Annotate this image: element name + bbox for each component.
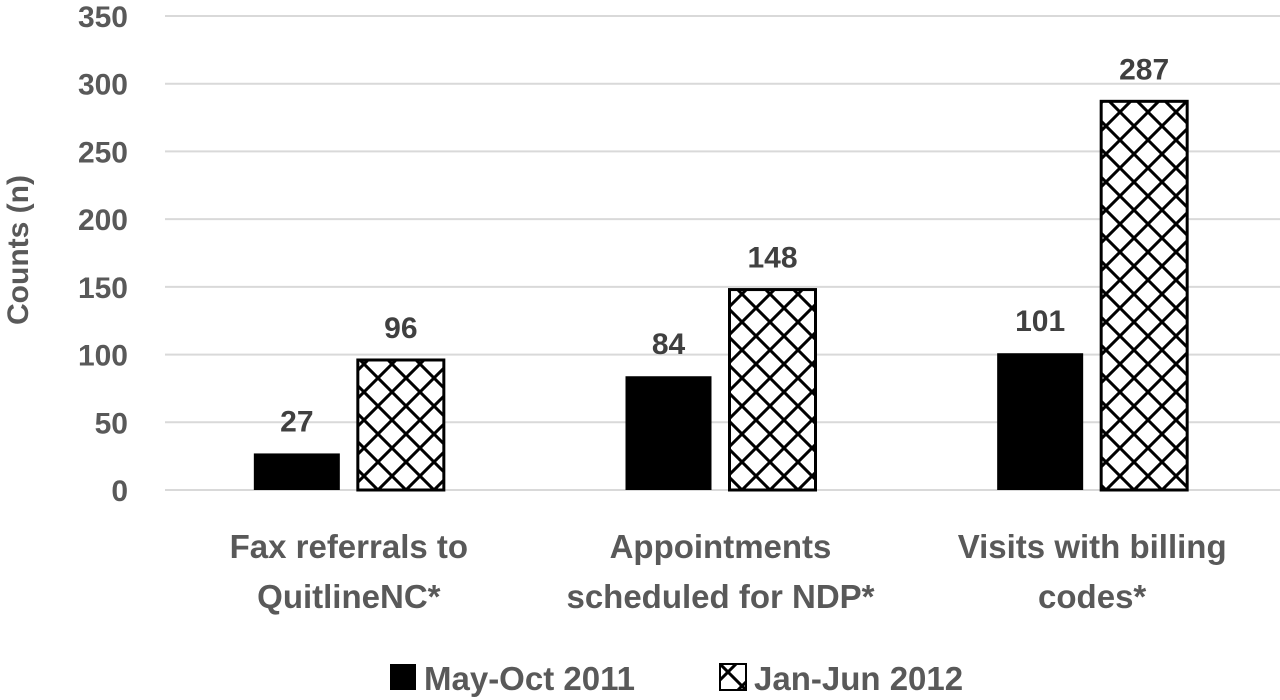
bar-jan-jun-2012-1 [728,288,817,492]
data-label: 101 [1015,305,1065,338]
y-axis-label: Counts (n) [2,175,35,325]
y-tick-label: 300 [78,69,128,102]
data-labels: 27 96 84 148 101 287 [280,53,1169,438]
legend-label: Jan-Jun 2012 [754,660,963,697]
y-tick-label: 100 [78,340,128,373]
y-tick-label: 200 [78,204,128,237]
y-tick-label: 350 [78,1,128,34]
bar-may-oct-2011-1 [625,376,712,490]
category-label: QuitlineNC* [257,578,440,615]
data-label: 148 [747,242,797,275]
data-label: 27 [280,405,313,438]
legend-swatch [719,663,747,691]
y-tick-label: 50 [95,407,128,440]
y-tick-label: 250 [78,136,128,169]
category-label: scheduled for NDP* [566,578,874,615]
legend-swatch [390,664,416,690]
gridlines [165,15,1280,491]
category-label: Fax referrals to [230,528,468,565]
data-label: 84 [652,328,686,361]
data-label: 287 [1119,53,1169,86]
category-label: codes* [1038,578,1146,615]
bars [253,99,1189,492]
bar-jan-jun-2012-2 [1099,99,1189,492]
bar-jan-jun-2012-0 [356,358,446,492]
y-axis-ticks: 0 50 100 150 200 250 300 350 [78,1,128,508]
legend-label: May-Oct 2011 [424,660,635,697]
y-tick-label: 150 [78,272,128,305]
category-label: Appointments [610,528,832,565]
legend: May-Oct 2011 Jan-Jun 2012 [390,660,963,697]
y-tick-label: 0 [111,475,128,508]
category-labels: Fax referrals to QuitlineNC* Appointments s… [230,528,1227,615]
category-label: Visits with billing [958,528,1227,565]
data-label: 96 [384,312,417,345]
bar-may-oct-2011-2 [997,353,1084,490]
bar-may-oct-2011-0 [253,453,340,490]
